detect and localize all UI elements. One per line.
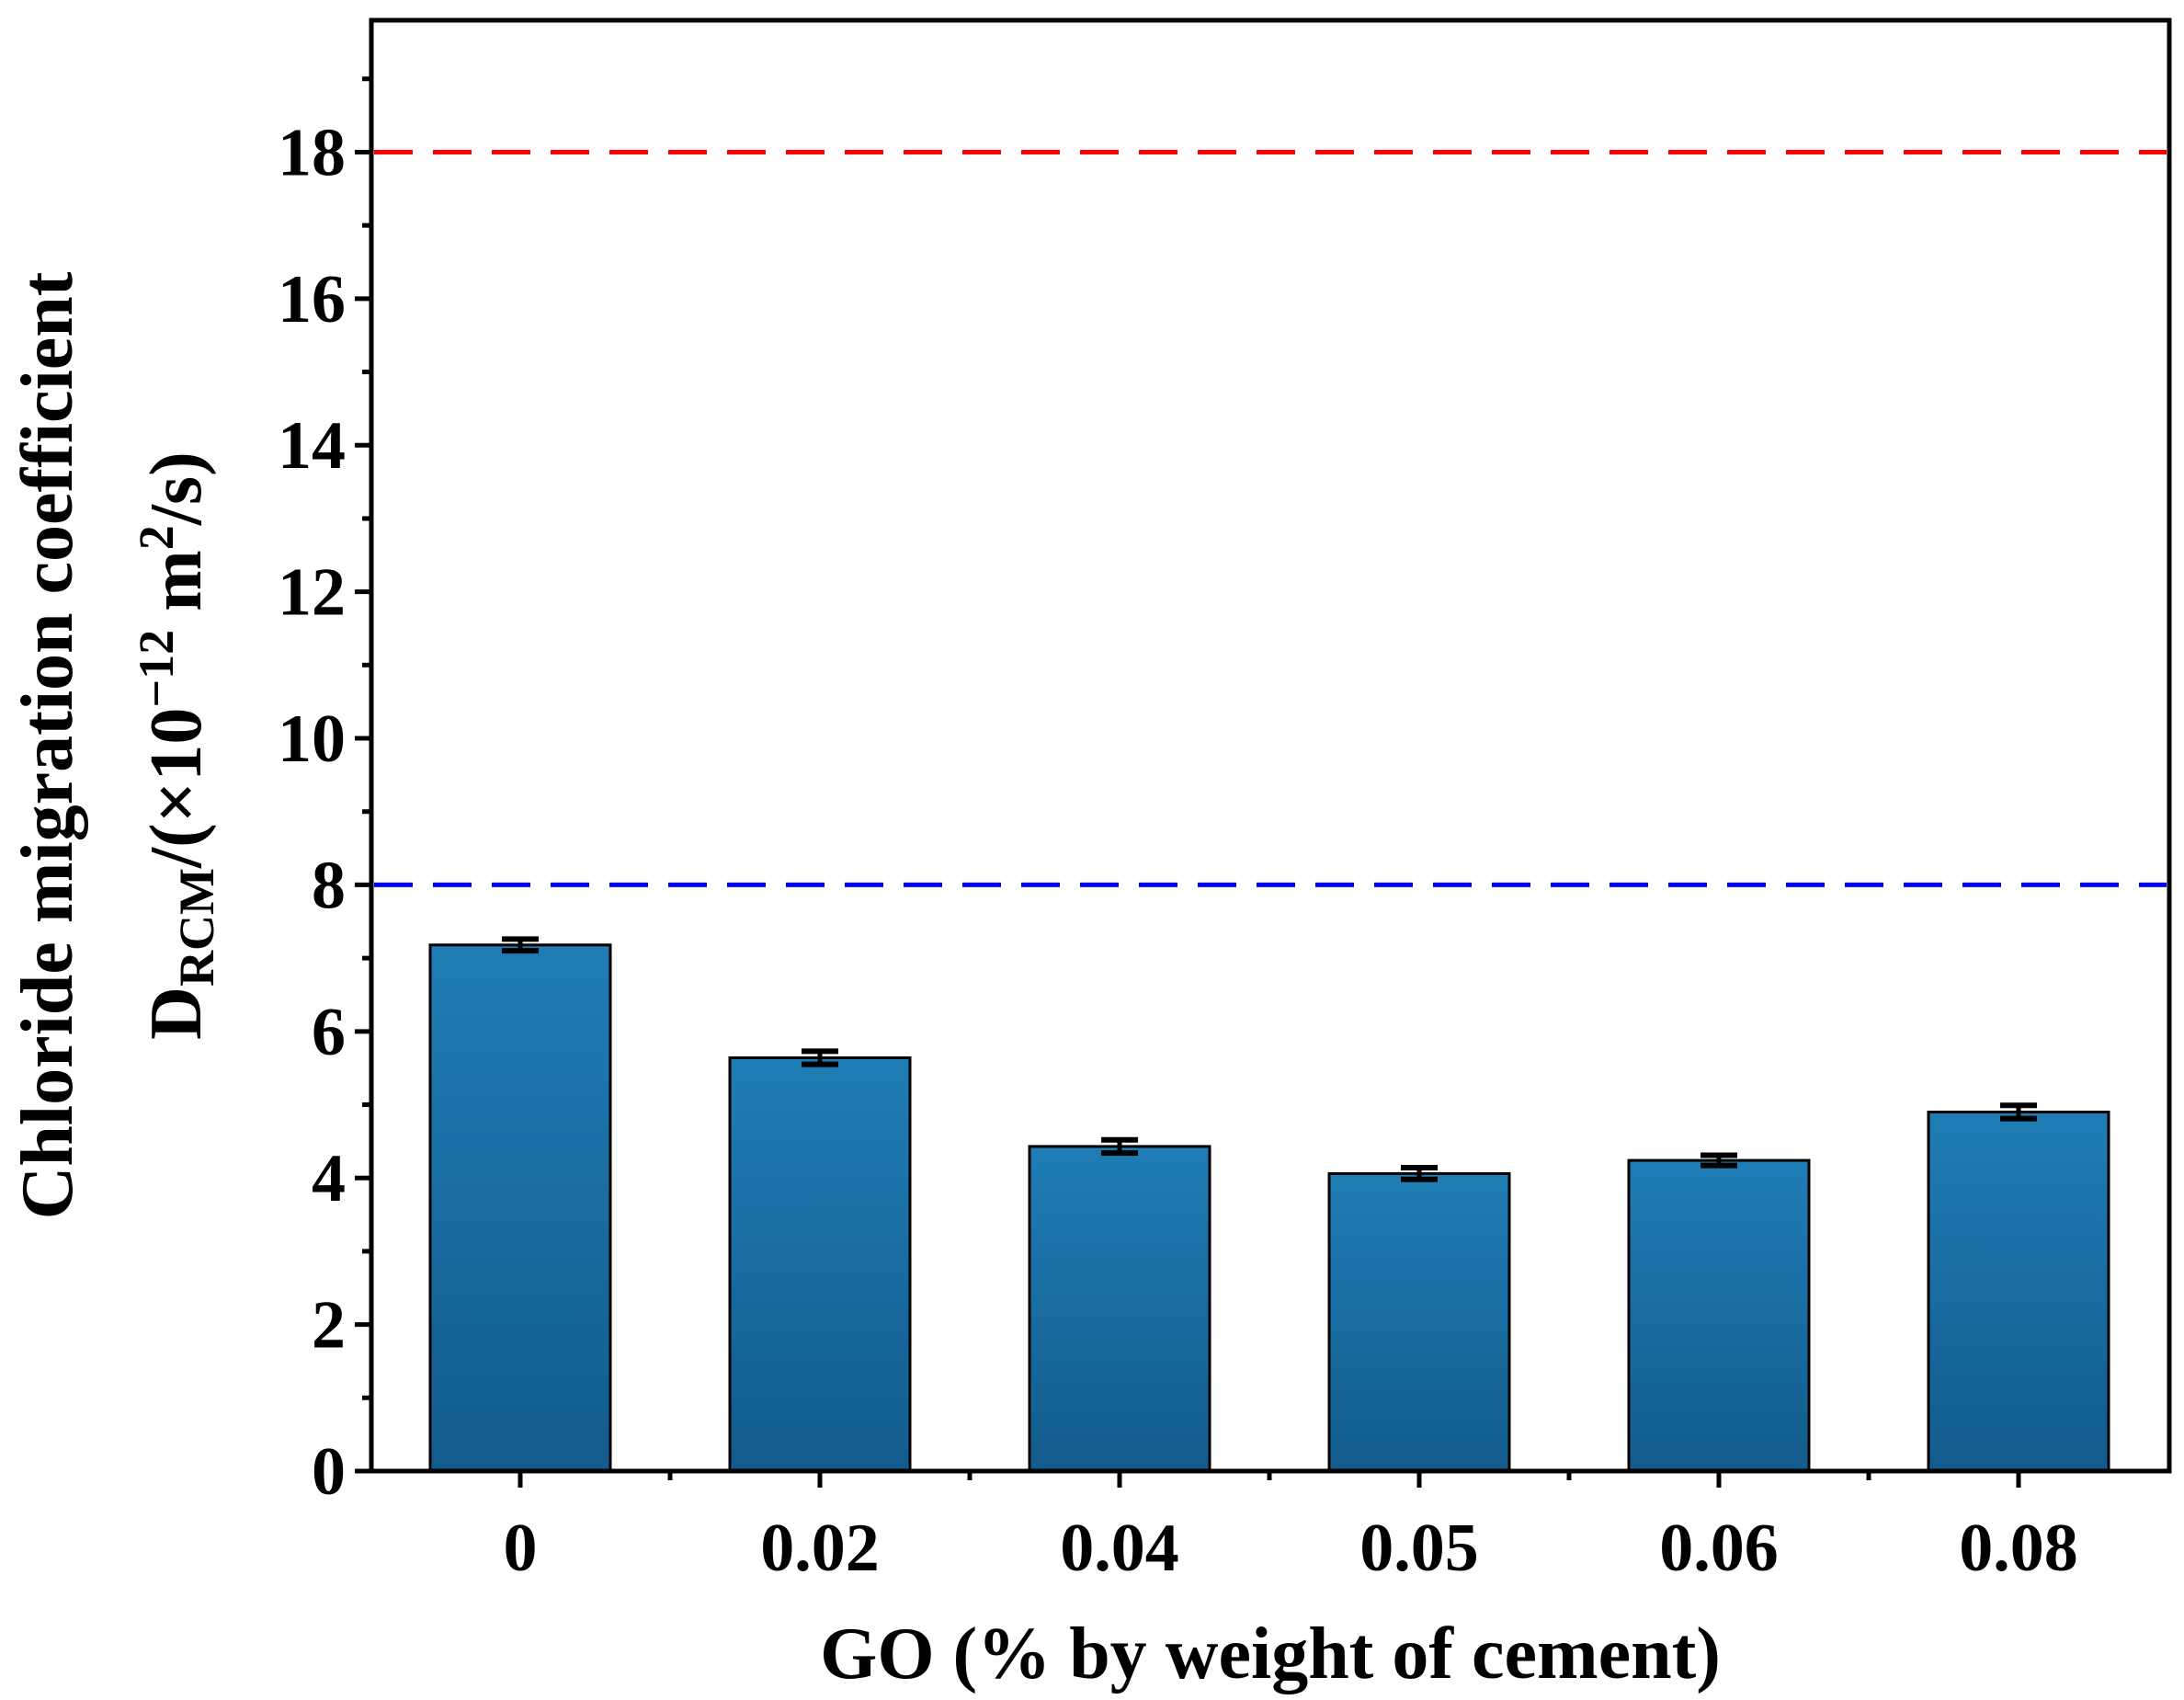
plot-frame bbox=[369, 17, 2172, 1474]
y-tick-label: 16 bbox=[278, 262, 346, 337]
y-axis-title-line2: DRCM/(×10−12 m2/s) bbox=[129, 451, 224, 1040]
x-tick-label-0: 0 bbox=[504, 1511, 538, 1586]
error-bar-0 bbox=[502, 936, 539, 954]
y-tick-label: 18 bbox=[278, 115, 346, 190]
x-tick-label-0.04: 0.04 bbox=[1060, 1511, 1179, 1586]
y-axis-ticks bbox=[355, 76, 371, 1474]
y-axis-title-prefix: /(×10 bbox=[136, 708, 217, 869]
y-tick-label: 0 bbox=[312, 1434, 346, 1510]
y-axis-title-line1: Chloride migration coefficient bbox=[7, 271, 88, 1219]
y-axis-title-exponent2: 2 bbox=[129, 525, 184, 550]
bar-0.05 bbox=[1327, 1171, 1511, 1473]
x-tick-label-0.06: 0.06 bbox=[1659, 1511, 1779, 1586]
y-tick-label: 10 bbox=[278, 702, 346, 777]
bar-0.02 bbox=[728, 1056, 912, 1473]
bars bbox=[428, 943, 2110, 1473]
x-axis-tick-labels: 0 0.02 0.04 0.05 0.06 0.08 bbox=[504, 1511, 2078, 1586]
x-axis-ticks bbox=[518, 1471, 2021, 1488]
reference-lines bbox=[374, 149, 2167, 887]
error-bar-0.05 bbox=[1401, 1165, 1438, 1182]
svg-text:DRCM/(×10−12 m2/s): DRCM/(×10−12 m2/s) bbox=[129, 451, 224, 1040]
y-axis-title-suffix: /s) bbox=[136, 451, 217, 526]
error-bar-0.04 bbox=[1101, 1136, 1138, 1157]
y-tick-label: 4 bbox=[312, 1141, 346, 1216]
y-axis-title: Chloride migration coefficient bbox=[7, 271, 88, 1219]
y-tick-label: 8 bbox=[312, 848, 346, 923]
error-bars bbox=[502, 936, 2037, 1182]
y-axis-title-subscript: RCM bbox=[169, 868, 224, 987]
error-bar-0.06 bbox=[1701, 1152, 1737, 1169]
bar-0.04 bbox=[1028, 1145, 1211, 1473]
y-axis-title-symbol: D bbox=[136, 987, 217, 1040]
y-axis-title-unit: m bbox=[136, 550, 217, 630]
bar-0 bbox=[428, 943, 612, 1473]
y-tick-label: 6 bbox=[312, 995, 346, 1070]
x-tick-label-0.05: 0.05 bbox=[1359, 1511, 1479, 1586]
y-axis-tick-labels: 0 2 4 6 8 10 12 14 16 18 bbox=[278, 115, 346, 1510]
y-axis-title-exponent1: −12 bbox=[129, 630, 184, 708]
y-tick-label: 12 bbox=[278, 555, 346, 631]
bar-0.06 bbox=[1627, 1158, 1811, 1473]
error-bar-0.08 bbox=[2000, 1102, 2037, 1122]
x-tick-label-0.02: 0.02 bbox=[760, 1511, 880, 1586]
y-tick-label: 14 bbox=[278, 408, 346, 484]
y-tick-label: 2 bbox=[312, 1288, 346, 1363]
bar-0.08 bbox=[1927, 1110, 2110, 1473]
error-bar-0.02 bbox=[802, 1048, 838, 1067]
x-axis-title: GO (% by weight of cement) bbox=[820, 1614, 1721, 1694]
x-tick-label-0.08: 0.08 bbox=[1959, 1511, 2078, 1586]
